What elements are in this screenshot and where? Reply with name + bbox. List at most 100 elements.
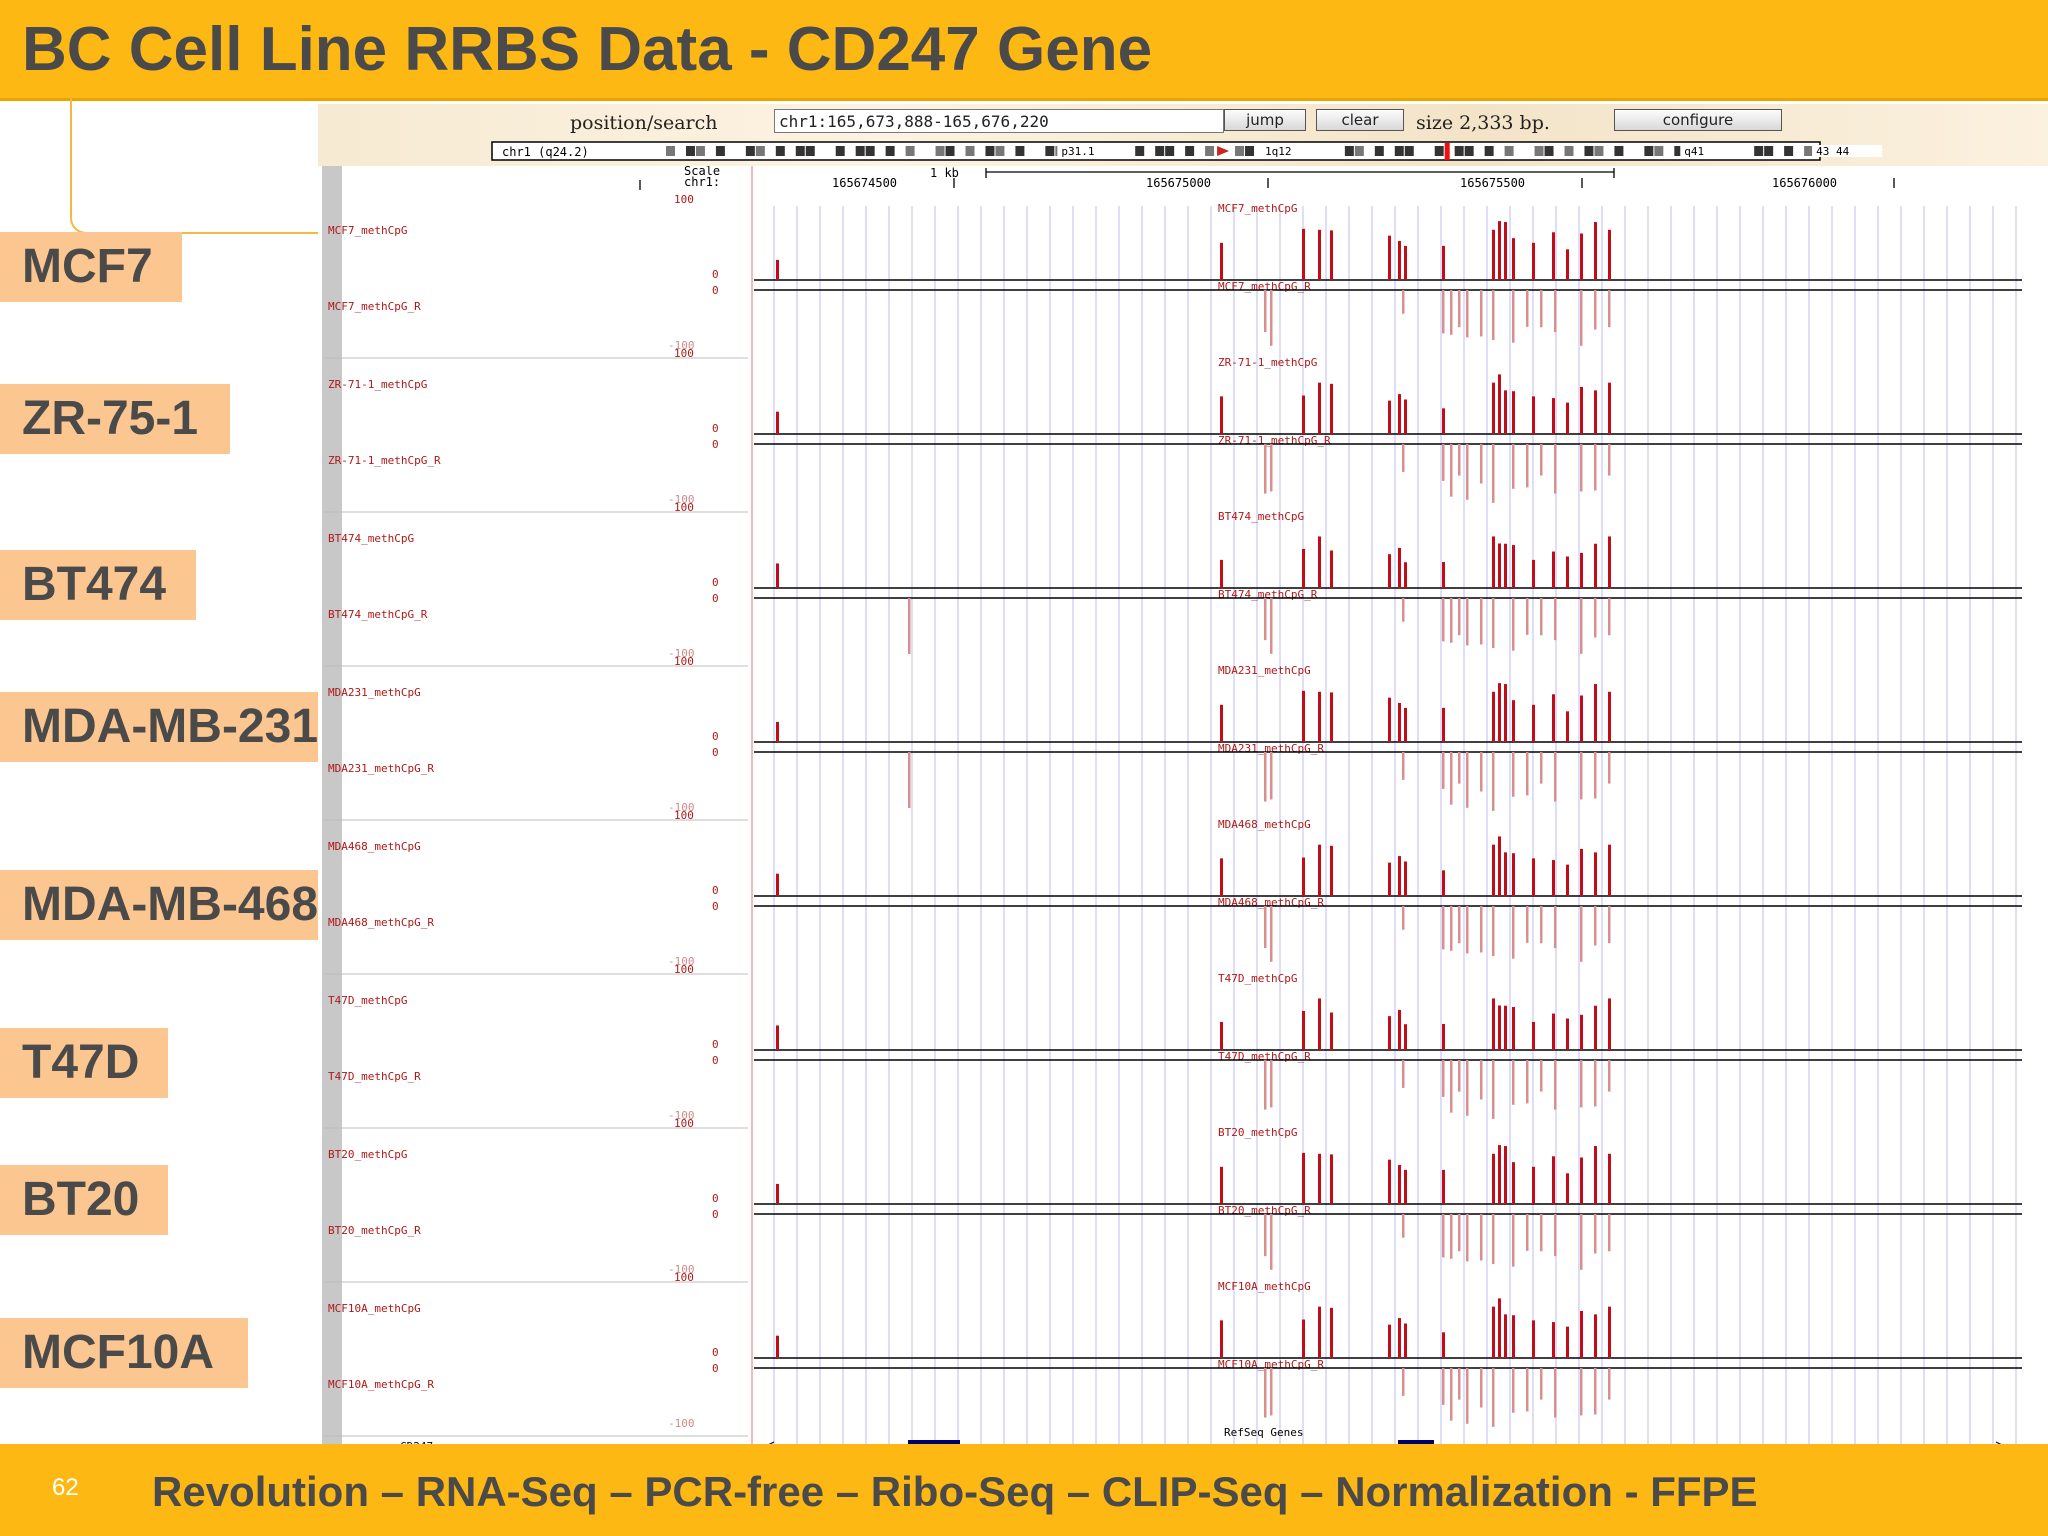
methylation-bar xyxy=(1492,1153,1495,1204)
methylation-bar xyxy=(1552,551,1555,588)
jump-button[interactable]: jump xyxy=(1224,109,1306,131)
methylation-bar xyxy=(1552,1156,1555,1204)
footer-bar xyxy=(0,1444,2048,1536)
methylation-bar xyxy=(1552,1322,1555,1358)
methylation-bar xyxy=(1398,394,1401,434)
methylation-bar xyxy=(1504,1005,1507,1050)
methylation-bar xyxy=(1492,844,1495,896)
methylation-bar-reverse xyxy=(1580,1214,1583,1270)
methylation-bar-reverse xyxy=(1264,1060,1267,1110)
methylation-bar-reverse xyxy=(1608,752,1611,784)
ideogram-band xyxy=(775,146,785,156)
genome-browser: position/search jump clear size 2,333 bp… xyxy=(318,104,2048,1464)
methylation-bar-reverse xyxy=(1458,444,1461,476)
position-search-input[interactable] xyxy=(774,109,1224,133)
methylation-bar xyxy=(1512,238,1515,280)
methylation-bar-reverse xyxy=(1458,1214,1461,1252)
ideogram-band xyxy=(1045,146,1055,156)
methylation-bar-reverse xyxy=(1270,1060,1273,1108)
methylation-bar-reverse xyxy=(1492,906,1495,957)
methylation-bar xyxy=(1580,1157,1583,1204)
methylation-bar-reverse xyxy=(1466,1368,1469,1424)
methylation-bar-reverse xyxy=(1608,444,1611,476)
methylation-bar xyxy=(1492,229,1495,280)
methylation-bar xyxy=(1318,1306,1321,1358)
methylation-bar-reverse xyxy=(1264,598,1267,641)
ideogram-band-label: 1q12 xyxy=(1265,145,1292,158)
scale-tick-label: 165675000 xyxy=(1146,176,1211,190)
chromosome-ideogram[interactable]: chr1 (q24.2) p31.1 1q12 q41 43 44 xyxy=(318,138,2048,166)
ideogram-band xyxy=(935,146,945,156)
methylation-bar-reverse xyxy=(1540,1368,1543,1400)
track-label: BT474_methCpG xyxy=(328,532,414,545)
axis-label-zero: 0 xyxy=(712,1346,719,1359)
methylation-bar-reverse xyxy=(1264,752,1267,802)
methylation-bar-reverse xyxy=(1580,1060,1583,1108)
methylation-bar-reverse xyxy=(1580,1368,1583,1416)
methylation-bar-reverse xyxy=(1450,290,1453,335)
axis-label-top: 100 xyxy=(674,347,694,360)
track-label-reverse: BT20_methCpG_R xyxy=(328,1224,421,1237)
methylation-bar-reverse xyxy=(1526,1060,1529,1104)
ideogram-band xyxy=(1245,146,1255,156)
methylation-bar xyxy=(1404,1024,1407,1050)
methylation-bar-reverse xyxy=(1264,1214,1267,1257)
ideogram-band xyxy=(755,146,765,156)
methylation-bar-reverse xyxy=(1270,752,1273,800)
ideogram-band xyxy=(865,146,875,156)
methylation-bar-reverse xyxy=(1492,290,1495,341)
methylation-bar-reverse xyxy=(908,598,911,654)
methylation-bar xyxy=(1318,691,1321,742)
ideogram-band xyxy=(745,146,755,156)
ideogram-band xyxy=(1614,146,1624,156)
track-label: MDA231_methCpG xyxy=(328,686,421,699)
methylation-bar-reverse xyxy=(1270,906,1273,962)
ideogram-band xyxy=(715,146,725,156)
methylation-bar xyxy=(1220,704,1223,742)
methylation-bar-reverse xyxy=(1526,598,1529,635)
methylation-bar xyxy=(776,411,779,434)
methylation-bar xyxy=(1566,249,1569,280)
methylation-bar xyxy=(1512,391,1515,434)
methylation-bar xyxy=(1498,1005,1501,1050)
axis-label-bottom: -100 xyxy=(668,493,695,506)
axis-label-zero: 0 xyxy=(712,268,719,281)
methylation-bar xyxy=(1594,222,1597,280)
methylation-bar xyxy=(1318,382,1321,434)
scale-tick-label: 165675500 xyxy=(1460,176,1525,190)
methylation-bar-reverse xyxy=(1466,1060,1469,1116)
axis-label-bottom: -100 xyxy=(668,1263,695,1276)
methylation-bar xyxy=(1566,1173,1569,1204)
methylation-bar-reverse xyxy=(1512,598,1515,651)
methylation-bar xyxy=(1398,1009,1401,1050)
methylation-bar xyxy=(1504,684,1507,742)
cell-line-label: ZR-75-1 xyxy=(0,384,230,454)
methylation-bar xyxy=(1532,1021,1535,1050)
methylation-bar-reverse xyxy=(1608,1214,1611,1252)
methylation-bar xyxy=(1512,853,1515,896)
methylation-bar xyxy=(1302,1152,1305,1204)
methylation-bar xyxy=(1398,1318,1401,1358)
methylation-bar xyxy=(1512,545,1515,588)
methylation-bar xyxy=(1580,386,1583,434)
methylation-bar-reverse xyxy=(1466,752,1469,808)
methylation-bar xyxy=(1404,861,1407,896)
methylation-bar xyxy=(1566,711,1569,742)
cell-line-label: T47D xyxy=(0,1028,168,1098)
configure-button[interactable]: configure xyxy=(1614,109,1782,131)
methylation-bar-reverse xyxy=(1492,1368,1495,1427)
ideogram-band xyxy=(945,146,955,156)
title-bar: BC Cell Line RRBS Data - CD247 Gene xyxy=(0,0,2048,101)
methylation-bar-reverse xyxy=(1458,1060,1461,1092)
ideogram-band-label: p31.1 xyxy=(1061,145,1094,158)
methylation-bar xyxy=(1552,1013,1555,1050)
methylation-bar xyxy=(1388,1016,1391,1050)
axis-label-bottom: -100 xyxy=(668,1109,695,1122)
methylation-bar-reverse xyxy=(1580,598,1583,654)
methylation-bar xyxy=(1532,1320,1535,1358)
methylation-bar xyxy=(1330,230,1333,280)
ideogram-band xyxy=(1454,146,1464,156)
methylation-bar-reverse xyxy=(1580,906,1583,962)
track-center-label: MCF10A_methCpG xyxy=(1218,1280,1311,1293)
clear-button[interactable]: clear xyxy=(1316,109,1404,131)
